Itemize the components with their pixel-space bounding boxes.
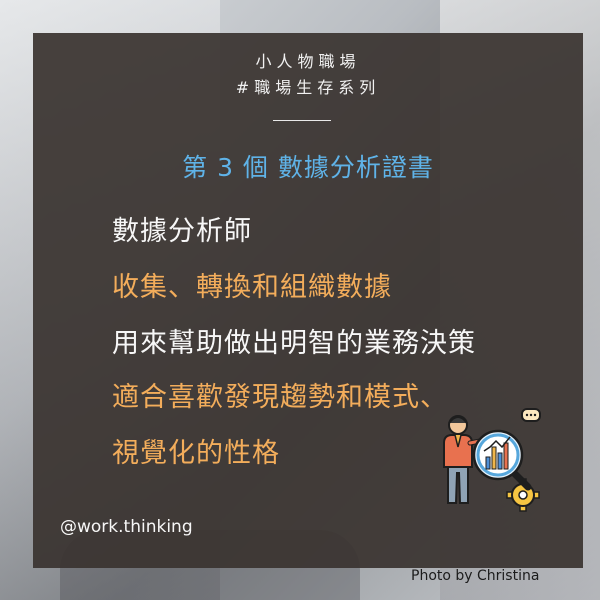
line-4: 適合喜歡發現趨勢和模式、 bbox=[112, 382, 448, 413]
line-5: 視覺化的性格 bbox=[112, 438, 280, 469]
brand-title: 小人物職場 bbox=[255, 52, 361, 71]
series-tag: #職場生存系列 bbox=[235, 78, 381, 97]
photo-credit: Photo by Christina bbox=[411, 568, 540, 584]
line-3: 用來幫助做出明智的業務決策 bbox=[112, 328, 476, 359]
social-handle: @work.thinking bbox=[60, 517, 193, 537]
analyst-magnifier-chart-gear-icon bbox=[443, 408, 541, 512]
page-heading: 第 3 個 數據分析證書 bbox=[182, 153, 434, 182]
line-1: 數據分析師 bbox=[112, 216, 252, 247]
line-2: 收集、轉換和組織數據 bbox=[112, 272, 392, 303]
content-card: 小人物職場 #職場生存系列 第 3 個 數據分析證書 數據分析師 收集、轉換和組… bbox=[33, 33, 583, 568]
divider bbox=[273, 120, 331, 121]
